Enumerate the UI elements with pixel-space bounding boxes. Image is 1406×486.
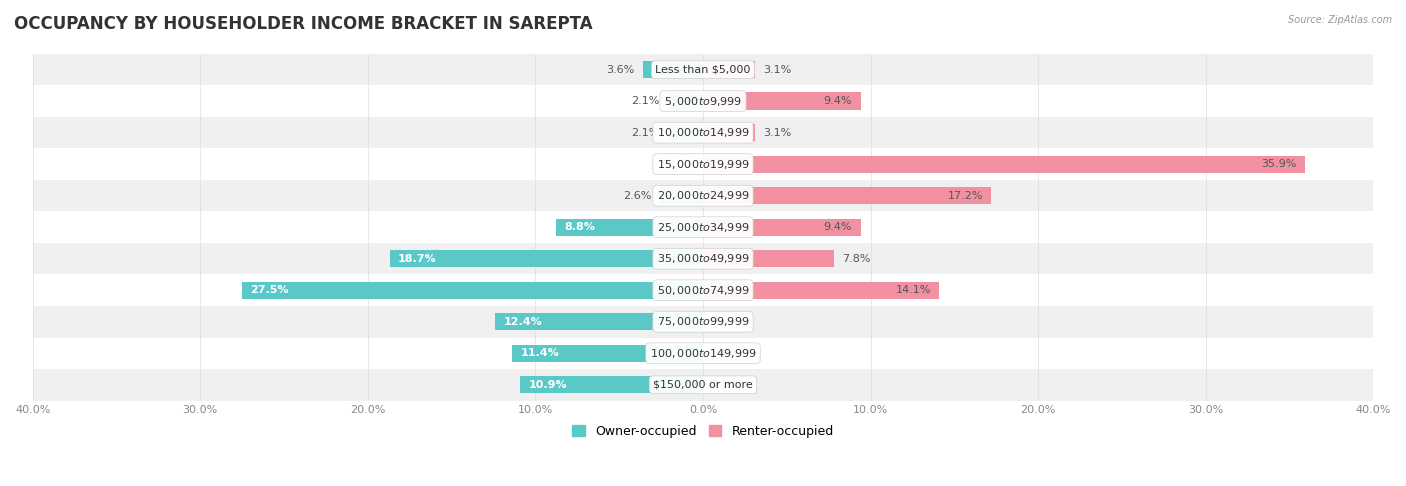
- Text: 3.1%: 3.1%: [763, 65, 792, 75]
- Bar: [512, 345, 703, 362]
- Text: 10.9%: 10.9%: [529, 380, 568, 390]
- Bar: [668, 124, 703, 141]
- Bar: [703, 281, 939, 299]
- Bar: [32, 369, 1374, 400]
- Text: 0.0%: 0.0%: [711, 348, 740, 358]
- Bar: [703, 250, 834, 267]
- Text: 3.1%: 3.1%: [763, 128, 792, 138]
- Text: $25,000 to $34,999: $25,000 to $34,999: [657, 221, 749, 234]
- Text: Less than $5,000: Less than $5,000: [655, 65, 751, 75]
- Text: 2.1%: 2.1%: [631, 128, 659, 138]
- Bar: [32, 275, 1374, 306]
- Text: 35.9%: 35.9%: [1261, 159, 1296, 169]
- Bar: [32, 148, 1374, 180]
- Text: 12.4%: 12.4%: [503, 317, 543, 327]
- Text: $15,000 to $19,999: $15,000 to $19,999: [657, 157, 749, 171]
- Bar: [703, 187, 991, 205]
- Bar: [703, 219, 860, 236]
- Text: 9.4%: 9.4%: [824, 222, 852, 232]
- Text: 0.0%: 0.0%: [711, 317, 740, 327]
- Text: $20,000 to $24,999: $20,000 to $24,999: [657, 189, 749, 202]
- Text: OCCUPANCY BY HOUSEHOLDER INCOME BRACKET IN SAREPTA: OCCUPANCY BY HOUSEHOLDER INCOME BRACKET …: [14, 15, 593, 33]
- Text: 3.6%: 3.6%: [606, 65, 634, 75]
- Bar: [32, 243, 1374, 275]
- Text: 18.7%: 18.7%: [398, 254, 437, 264]
- Text: $100,000 to $149,999: $100,000 to $149,999: [650, 347, 756, 360]
- Bar: [703, 61, 755, 78]
- Bar: [495, 313, 703, 330]
- Text: $10,000 to $14,999: $10,000 to $14,999: [657, 126, 749, 139]
- Text: 0.0%: 0.0%: [711, 380, 740, 390]
- Text: 8.8%: 8.8%: [564, 222, 595, 232]
- Text: $35,000 to $49,999: $35,000 to $49,999: [657, 252, 749, 265]
- Text: $75,000 to $99,999: $75,000 to $99,999: [657, 315, 749, 328]
- Text: 0.0%: 0.0%: [666, 159, 695, 169]
- Text: 11.4%: 11.4%: [520, 348, 560, 358]
- Text: Source: ZipAtlas.com: Source: ZipAtlas.com: [1288, 15, 1392, 25]
- Bar: [242, 281, 703, 299]
- Text: $150,000 or more: $150,000 or more: [654, 380, 752, 390]
- Bar: [32, 54, 1374, 86]
- Text: 17.2%: 17.2%: [948, 191, 983, 201]
- Bar: [659, 187, 703, 205]
- Text: 27.5%: 27.5%: [250, 285, 290, 295]
- Bar: [555, 219, 703, 236]
- Bar: [643, 61, 703, 78]
- Bar: [668, 92, 703, 110]
- Text: $50,000 to $74,999: $50,000 to $74,999: [657, 284, 749, 297]
- Bar: [389, 250, 703, 267]
- Bar: [520, 376, 703, 394]
- Bar: [32, 306, 1374, 337]
- Bar: [32, 337, 1374, 369]
- Legend: Owner-occupied, Renter-occupied: Owner-occupied, Renter-occupied: [568, 420, 838, 443]
- Text: 14.1%: 14.1%: [896, 285, 931, 295]
- Text: $5,000 to $9,999: $5,000 to $9,999: [664, 95, 742, 108]
- Bar: [32, 86, 1374, 117]
- Bar: [703, 124, 755, 141]
- Text: 7.8%: 7.8%: [842, 254, 870, 264]
- Bar: [32, 180, 1374, 211]
- Bar: [703, 92, 860, 110]
- Bar: [32, 211, 1374, 243]
- Text: 9.4%: 9.4%: [824, 96, 852, 106]
- Bar: [703, 156, 1305, 173]
- Text: 2.1%: 2.1%: [631, 96, 659, 106]
- Bar: [32, 117, 1374, 148]
- Text: 2.6%: 2.6%: [623, 191, 651, 201]
